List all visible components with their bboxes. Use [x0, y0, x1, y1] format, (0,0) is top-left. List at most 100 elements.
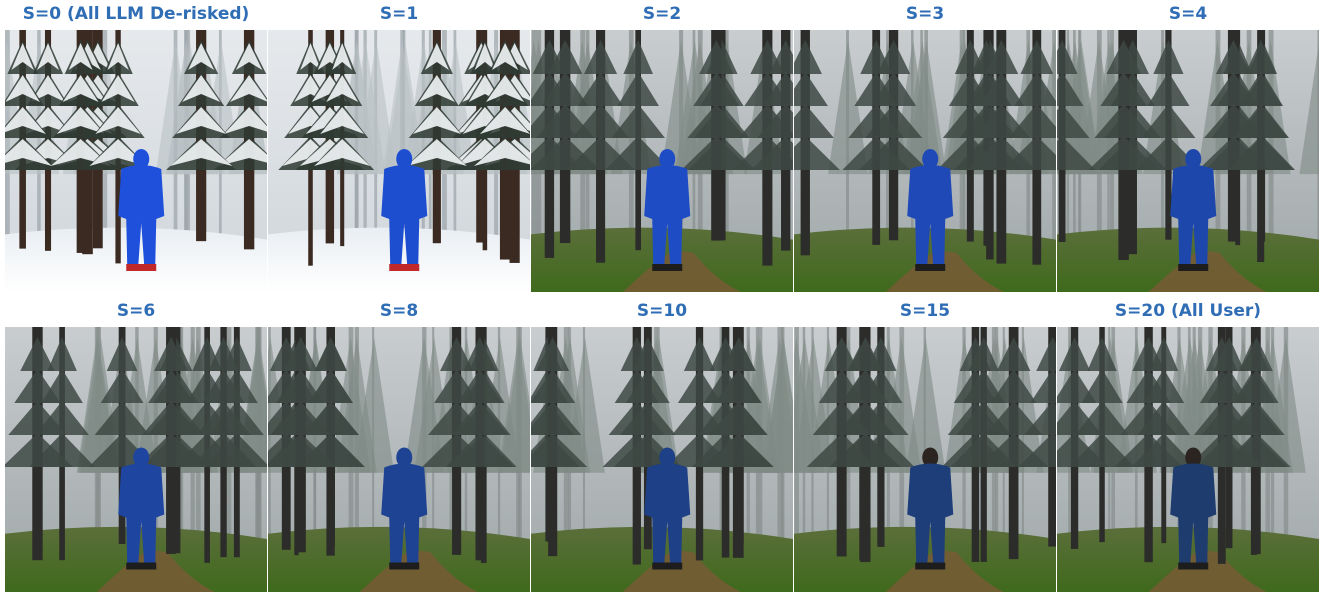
path-trail — [885, 549, 1004, 592]
branches — [757, 104, 793, 138]
branches — [605, 136, 671, 170]
person-body — [118, 463, 165, 565]
snow — [332, 43, 353, 70]
far-foliage — [500, 337, 530, 473]
branches — [611, 104, 665, 138]
snow — [30, 75, 66, 102]
person-boots — [389, 562, 420, 570]
snow — [101, 75, 135, 102]
branches — [1147, 72, 1190, 106]
panel-label: S=4 — [1169, 4, 1207, 24]
snow — [11, 43, 34, 70]
far-foliage — [763, 337, 793, 473]
snow — [473, 139, 530, 166]
branches — [968, 337, 999, 371]
snow — [217, 139, 267, 166]
person-boots — [1178, 562, 1209, 570]
branches — [106, 337, 138, 371]
panel-image — [268, 327, 530, 592]
branches — [1215, 40, 1251, 74]
branches — [196, 401, 251, 435]
branches — [763, 72, 793, 106]
branches — [451, 401, 509, 435]
snow — [479, 107, 530, 134]
branches — [794, 40, 822, 74]
branches — [541, 72, 589, 106]
person-head — [922, 149, 939, 169]
snow — [56, 107, 105, 134]
far-foliage — [1142, 40, 1183, 175]
branches — [148, 369, 195, 403]
branches — [142, 401, 201, 435]
snow — [50, 139, 111, 166]
far-foliage — [1169, 337, 1210, 473]
branches — [699, 40, 734, 74]
branches — [531, 433, 588, 467]
panel-label: S=20 (All User) — [1115, 301, 1261, 321]
branches — [860, 40, 893, 74]
branches — [693, 72, 740, 106]
branches — [617, 72, 659, 106]
path-trail — [622, 549, 741, 592]
branches — [208, 337, 239, 371]
branches — [1030, 369, 1056, 403]
person-head — [922, 447, 939, 468]
panel-image — [794, 30, 1056, 292]
branches — [308, 369, 353, 403]
branches — [1149, 337, 1179, 371]
branches — [531, 401, 582, 435]
far-foliage — [1299, 42, 1319, 175]
branches — [854, 72, 899, 106]
snow — [62, 75, 99, 102]
far-foliage — [76, 337, 117, 473]
branches — [716, 369, 762, 403]
branches — [842, 136, 911, 170]
panel-label: S=3 — [906, 4, 944, 24]
branches — [683, 337, 716, 371]
person-body — [907, 463, 954, 565]
panel-image — [5, 327, 267, 592]
person-boots — [915, 562, 946, 570]
branches — [268, 433, 336, 467]
branches — [1213, 337, 1245, 371]
snow — [235, 43, 263, 70]
branches — [619, 401, 676, 435]
branches — [812, 401, 871, 435]
person-boots — [652, 562, 683, 570]
branches — [190, 433, 257, 467]
panel-label: S=0 (All LLM De-risked) — [23, 4, 250, 24]
person-boots — [126, 562, 157, 570]
branches — [202, 369, 245, 403]
branches — [794, 104, 834, 138]
branches — [1094, 104, 1153, 138]
far-foliage — [1078, 40, 1119, 175]
snow — [95, 107, 141, 134]
branches — [154, 337, 189, 371]
path-trail — [1148, 250, 1267, 292]
person-head — [1185, 447, 1202, 468]
branches — [1057, 136, 1096, 170]
branches — [1057, 401, 1103, 435]
snow — [491, 43, 519, 70]
person-head — [396, 149, 413, 169]
far-foliage — [794, 337, 825, 473]
branches — [94, 401, 150, 435]
branches — [848, 104, 905, 138]
snow — [68, 43, 93, 70]
branches — [1207, 369, 1251, 403]
person-boots — [1178, 264, 1209, 271]
panel-label: S=10 — [637, 301, 687, 321]
branches — [572, 104, 630, 138]
branches — [8, 401, 67, 435]
person-boots — [652, 264, 683, 271]
branches — [1020, 40, 1054, 74]
branches — [1227, 136, 1295, 170]
person-body — [644, 463, 691, 565]
snow — [107, 43, 129, 70]
far-foliage — [550, 337, 591, 473]
branches — [1057, 40, 1078, 74]
snow — [229, 75, 267, 102]
branches — [818, 369, 865, 403]
branches — [1106, 40, 1141, 74]
